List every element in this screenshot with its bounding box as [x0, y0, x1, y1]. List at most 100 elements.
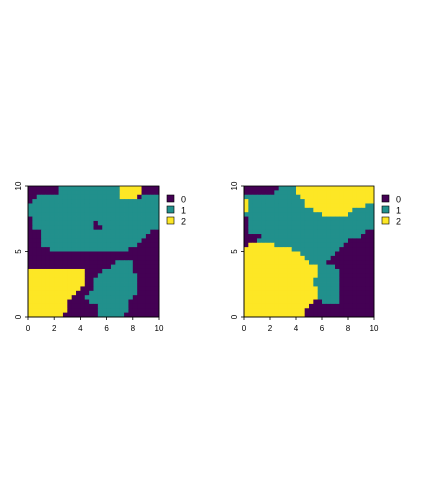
heatmap-cell: [348, 312, 353, 318]
heatmap-cell: [361, 190, 366, 196]
heatmap-cell: [335, 286, 340, 292]
heatmap-cell: [339, 312, 345, 318]
heatmap-cell: [369, 251, 375, 257]
heatmap-cell: [265, 303, 271, 309]
heatmap-cell: [265, 190, 271, 196]
heatmap-cell: [49, 290, 55, 296]
heatmap-cell: [154, 216, 160, 222]
heatmap-cell: [132, 234, 138, 239]
heatmap-cell: [71, 229, 77, 235]
heatmap-cell: [71, 238, 77, 244]
heatmap-cell: [115, 268, 121, 274]
heatmap-cell: [141, 225, 147, 231]
heatmap-cell: [89, 299, 94, 305]
heatmap-cell: [352, 207, 358, 213]
heatmap-cell: [49, 286, 55, 292]
heatmap-cell: [115, 203, 121, 209]
heatmap-cell: [356, 186, 362, 191]
heatmap-cell: [102, 207, 107, 213]
heatmap-cell: [283, 277, 288, 283]
heatmap-cell: [326, 194, 332, 200]
heatmap-cell: [369, 260, 375, 265]
heatmap-cell: [265, 247, 271, 252]
heatmap-cell: [45, 312, 51, 318]
heatmap-cell: [291, 190, 297, 196]
heatmap-cell: [124, 295, 129, 300]
heatmap-cell: [102, 234, 107, 239]
heatmap-cell: [252, 290, 258, 296]
heatmap-cell: [54, 234, 59, 239]
heatmap-cell: [326, 190, 332, 196]
heatmap-cell: [274, 238, 280, 244]
heatmap-cell: [97, 242, 103, 248]
heatmap-cell: [244, 216, 249, 222]
heatmap-cell: [76, 207, 81, 213]
heatmap-cell: [365, 260, 371, 265]
heatmap-cell: [71, 251, 77, 257]
heatmap-cell: [365, 207, 371, 213]
heatmap-cell: [296, 238, 301, 244]
heatmap-cell: [265, 186, 271, 191]
heatmap-cell: [84, 186, 90, 191]
heatmap-cell: [32, 303, 38, 309]
heatmap-cell: [361, 255, 366, 261]
heatmap-cell: [252, 242, 258, 248]
heatmap-cell: [248, 247, 254, 252]
heatmap-cell: [71, 207, 77, 213]
heatmap-cell: [291, 264, 297, 270]
heatmap-cell: [361, 234, 366, 239]
heatmap-cell: [110, 268, 116, 274]
heatmap-cell: [97, 286, 103, 292]
heatmap-cell: [348, 242, 353, 248]
heatmap-cell: [278, 194, 284, 200]
heatmap-cell: [124, 225, 129, 231]
heatmap-cell: [296, 282, 301, 287]
heatmap-cell: [304, 260, 310, 265]
heatmap-cell: [84, 255, 90, 261]
heatmap-cell: [291, 220, 297, 226]
heatmap-cell: [71, 247, 77, 252]
heatmap-cell: [45, 207, 51, 213]
heatmap-cell: [45, 308, 51, 314]
heatmap-cell: [28, 282, 33, 287]
heatmap-cell: [313, 203, 319, 209]
heatmap-cell: [270, 282, 275, 287]
heatmap-cell: [124, 299, 129, 305]
legend-label: 0: [181, 195, 186, 205]
heatmap-cell: [62, 199, 68, 204]
heatmap-cell: [365, 242, 371, 248]
heatmap-cell: [76, 229, 81, 235]
heatmap-cell: [150, 212, 156, 217]
heatmap-cell: [67, 268, 73, 274]
heatmap-cell: [313, 299, 319, 305]
heatmap-cell: [313, 212, 319, 217]
heatmap-cell: [339, 295, 345, 300]
heatmap-cell: [102, 186, 107, 191]
heatmap-cell: [322, 286, 327, 292]
heatmap-cell: [265, 260, 271, 265]
heatmap-cell: [102, 242, 107, 248]
heatmap-cell: [84, 199, 90, 204]
heatmap-cell: [150, 216, 156, 222]
heatmap-cell: [154, 286, 160, 292]
heatmap-cell: [71, 194, 77, 200]
heatmap-cell: [97, 194, 103, 200]
heatmap-cell: [28, 299, 33, 305]
heatmap-cell: [115, 212, 121, 217]
heatmap-cell: [97, 203, 103, 209]
heatmap-cell: [84, 220, 90, 226]
heatmap-cell: [150, 207, 156, 213]
heatmap-cell: [110, 220, 116, 226]
heatmap-cell: [322, 194, 327, 200]
heatmap-cell: [141, 247, 147, 252]
heatmap-cell: [110, 286, 116, 292]
heatmap-cell: [145, 308, 151, 314]
heatmap-cell: [80, 277, 86, 283]
heatmap-cell: [248, 295, 254, 300]
heatmap-cell: [330, 251, 336, 257]
heatmap-cell: [330, 220, 336, 226]
heatmap-cell: [93, 277, 99, 283]
heatmap-cell: [41, 203, 46, 209]
heatmap-cell: [261, 220, 267, 226]
heatmap-cell: [252, 273, 258, 279]
